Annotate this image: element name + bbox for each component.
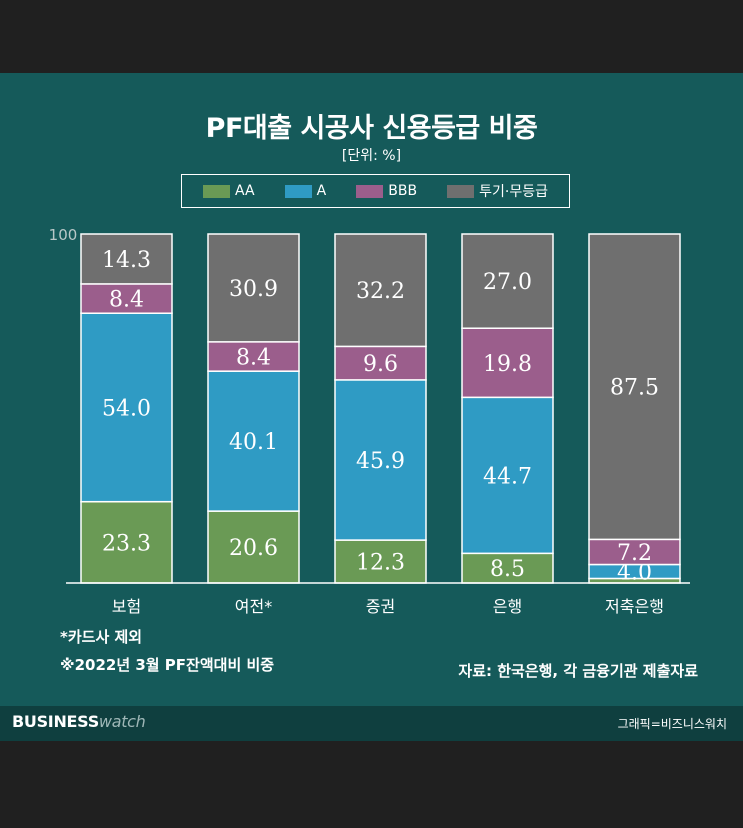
- bar-bbb-4: [588, 538, 681, 566]
- legend-label-junk: 투기·무등급: [479, 184, 548, 200]
- bar-bbb-3: [461, 327, 554, 399]
- data-label-aa-2: 12.3: [356, 551, 405, 576]
- data-label-aa-3: 8.5: [490, 557, 525, 582]
- legend-label-bbb: BBB: [388, 183, 418, 199]
- bar-junk-3: [461, 233, 554, 329]
- legend-item-aa: AA: [203, 183, 255, 199]
- data-label-bbb-4: 7.2: [617, 541, 652, 566]
- legend: AA A BBB 투기·무등급: [181, 174, 570, 208]
- bar-a-1: [207, 370, 300, 512]
- legend-item-junk: 투기·무등급: [447, 181, 548, 201]
- footnote-card-exclusion: *카드사 제외: [60, 628, 143, 646]
- legend-item-a: A: [284, 183, 327, 199]
- data-label-a-1: 40.1: [229, 430, 278, 455]
- data-label-a-3: 44.7: [483, 464, 532, 489]
- data-label-bbb-0: 8.4: [109, 288, 144, 313]
- legend-label-a: A: [316, 183, 327, 199]
- data-label-junk-3: 27.0: [483, 270, 532, 295]
- graphic-credit: 그래픽=비즈니스워치: [617, 717, 727, 731]
- category-label-0: 보험: [112, 597, 141, 616]
- category-label-3: 은행: [493, 597, 522, 616]
- data-label-junk-2: 32.2: [356, 279, 405, 304]
- legend-swatch-junk: [447, 184, 475, 198]
- bar-aa-0: [80, 500, 173, 584]
- category-label-1: 여전*: [235, 597, 272, 616]
- bar-a-2: [334, 379, 427, 541]
- data-label-bbb-2: 9.6: [363, 352, 398, 377]
- legend-label-aa: AA: [235, 183, 255, 199]
- bar-a-0: [80, 312, 173, 503]
- data-label-aa-0: 23.3: [102, 531, 151, 556]
- brand-part1: BUSINESS: [12, 712, 99, 731]
- unit-label: [단위: %]: [341, 148, 402, 164]
- footer-bar: [0, 706, 743, 741]
- bar-a-3: [461, 396, 554, 555]
- bar-aa-1: [207, 510, 300, 584]
- data-label-junk-1: 30.9: [229, 277, 278, 302]
- data-label-a-0: 54.0: [102, 396, 151, 421]
- category-label-4: 저축은행: [605, 597, 664, 616]
- bar-junk-0: [80, 233, 173, 285]
- data-label-aa-1: 20.6: [229, 536, 278, 561]
- y-tick-label: 100: [49, 226, 78, 244]
- bar-junk-1: [207, 233, 300, 343]
- data-label-junk-0: 14.3: [102, 248, 151, 273]
- data-label-bbb-3: 19.8: [483, 352, 532, 377]
- category-label-2: 증권: [366, 597, 395, 616]
- legend-item-bbb: BBB: [356, 183, 417, 199]
- source-note: 자료: 한국은행, 각 금융기관 제출자료: [458, 662, 698, 680]
- data-label-bbb-1: 8.4: [236, 345, 271, 370]
- legend-swatch-a: [284, 184, 312, 198]
- legend-swatch-bbb: [356, 184, 384, 198]
- chart-title: PF대출 시공사 신용등급 비중: [205, 113, 538, 144]
- data-label-junk-4: 87.5: [610, 376, 659, 401]
- brand-logo: BUSINESSwatch: [12, 712, 146, 731]
- bar-junk-4: [588, 233, 681, 541]
- brand-part2: watch: [98, 712, 146, 731]
- bar-bbb-1: [207, 341, 300, 372]
- legend-swatch-aa: [203, 184, 231, 198]
- footnote-date-basis: ※2022년 3월 PF잔액대비 비중: [60, 656, 275, 674]
- data-label-a-2: 45.9: [356, 449, 405, 474]
- bar-junk-2: [334, 233, 427, 348]
